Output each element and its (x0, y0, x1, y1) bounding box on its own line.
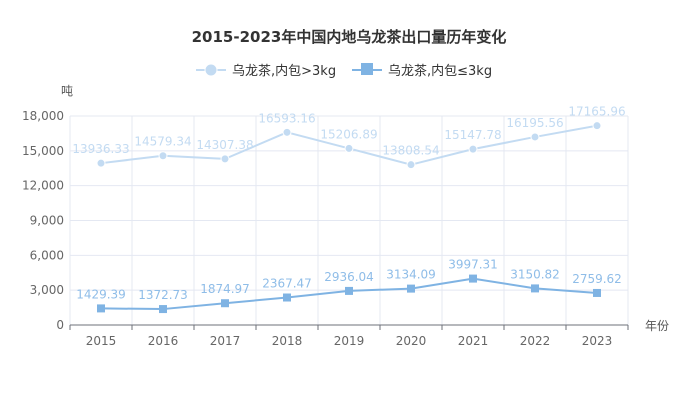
data-label: 3134.09 (386, 268, 436, 282)
data-point-square[interactable] (407, 284, 415, 293)
data-point-circle[interactable] (406, 160, 416, 170)
series-layer (96, 121, 602, 314)
data-label: 13808.54 (382, 144, 439, 158)
data-point-square[interactable] (593, 288, 601, 297)
data-point-circle[interactable] (468, 144, 478, 154)
x-tick-label: 2020 (396, 334, 427, 348)
data-label: 16593.16 (258, 111, 315, 125)
data-point-circle[interactable] (220, 154, 230, 164)
y-axis-unit-label: 吨 (61, 84, 73, 98)
legend-square-marker (361, 63, 373, 75)
data-label: 14579.34 (134, 135, 191, 149)
x-tick-label: 2016 (148, 334, 179, 348)
data-label: 2367.47 (262, 277, 312, 291)
data-label: 15147.78 (444, 128, 501, 142)
y-tick-label: 9,000 (30, 214, 64, 228)
legend-label-series-1: 乌龙茶,内包>3kg (232, 63, 336, 79)
x-tick-label: 2015 (86, 334, 117, 348)
legend-circle-marker (204, 63, 218, 77)
y-tick-label: 18,000 (22, 109, 64, 123)
data-label-layer: 13936.33 14579.34 14307.38 16593.16 15206.89… (72, 105, 625, 302)
data-point-circle[interactable] (344, 143, 354, 153)
data-label: 1372.73 (138, 288, 188, 302)
legend[interactable]: 乌龙茶,内包>3kg 乌龙茶,内包≤3kg (196, 63, 492, 79)
x-axis-name-label: 年份 (645, 319, 669, 333)
x-tick-label: 2017 (210, 334, 241, 348)
data-label: 14307.38 (196, 138, 253, 152)
x-tick-label: 2022 (520, 334, 551, 348)
y-tick-label: 0 (56, 318, 64, 332)
legend-item-series-1[interactable]: 乌龙茶,内包>3kg (196, 63, 336, 79)
data-label: 2759.62 (572, 272, 622, 286)
data-point-square[interactable] (283, 293, 291, 302)
data-label: 16195.56 (506, 116, 563, 130)
data-label: 1874.97 (200, 282, 250, 296)
x-tick-label: 2019 (334, 334, 365, 348)
data-point-circle[interactable] (158, 151, 168, 161)
y-tick-label: 3,000 (30, 283, 64, 297)
x-tick-label: 2021 (458, 334, 489, 348)
data-point-square[interactable] (97, 304, 105, 313)
data-label: 17165.96 (568, 105, 625, 119)
data-point-square[interactable] (345, 286, 353, 295)
data-point-square[interactable] (531, 284, 539, 293)
y-tick-label: 12,000 (22, 179, 64, 193)
data-label: 1429.39 (76, 287, 126, 301)
data-label: 15206.89 (320, 127, 377, 141)
data-point-circle[interactable] (282, 127, 292, 137)
y-tick-label: 15,000 (22, 144, 64, 158)
axis-layer: 0 3,000 6,000 9,000 12,000 15,000 18,000 2015 20… (22, 109, 629, 348)
data-point-circle[interactable] (530, 132, 540, 142)
x-tick-label: 2023 (582, 334, 613, 348)
y-tick-label: 6,000 (30, 248, 64, 262)
data-point-square[interactable] (221, 299, 229, 308)
legend-item-series-2[interactable]: 乌龙茶,内包≤3kg (352, 63, 492, 79)
data-label: 2936.04 (324, 270, 374, 284)
data-label: 3150.82 (510, 267, 560, 281)
data-point-square[interactable] (159, 305, 167, 314)
data-label: 3997.31 (448, 258, 498, 272)
data-point-circle[interactable] (592, 121, 602, 131)
chart-title: 2015-2023年中国内地乌龙茶出口量历年变化 (192, 28, 507, 46)
x-tick-label: 2018 (272, 334, 303, 348)
data-label: 13936.33 (72, 142, 129, 156)
data-point-circle[interactable] (96, 158, 106, 168)
data-point-square[interactable] (469, 274, 477, 283)
legend-label-series-2: 乌龙茶,内包≤3kg (388, 63, 492, 79)
